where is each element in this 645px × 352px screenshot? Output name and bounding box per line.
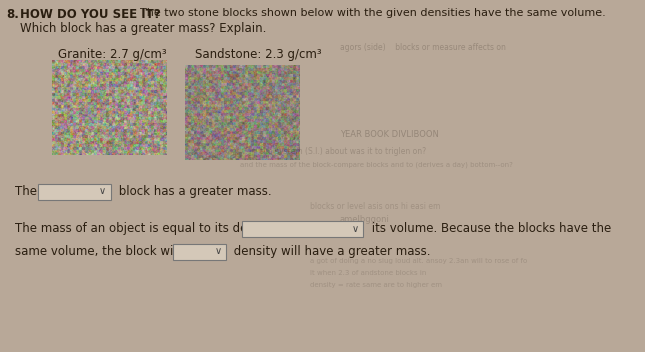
Text: YEAR BOOK DIVLIBOON: YEAR BOOK DIVLIBOON (340, 130, 439, 139)
Text: a got of doing a no slug loud alt. ansoy 2.3an will to rose of fo: a got of doing a no slug loud alt. ansoy… (310, 258, 527, 264)
Text: The mass of an object is equal to its density: The mass of an object is equal to its de… (15, 222, 280, 235)
Text: Granite: 2.7 g/cm³: Granite: 2.7 g/cm³ (58, 48, 166, 61)
Text: It when 2.3 of andstone blocks in: It when 2.3 of andstone blocks in (310, 270, 426, 276)
Text: 8.: 8. (6, 8, 19, 21)
Text: the system (S.I.) about was it to triglen on?: the system (S.I.) about was it to trigle… (260, 147, 426, 156)
Text: block has a greater mass.: block has a greater mass. (115, 185, 272, 198)
Text: amelbggoni: amelbggoni (340, 215, 390, 224)
Text: Sandstone: 2.3 g/cm³: Sandstone: 2.3 g/cm³ (195, 48, 322, 61)
Text: same volume, the block with the: same volume, the block with the (15, 245, 213, 258)
Text: agors (side)    blocks or measure affects on: agors (side) blocks or measure affects o… (340, 43, 506, 52)
FancyBboxPatch shape (37, 183, 110, 200)
Text: The: The (15, 185, 41, 198)
Text: density = rate same are to higher em: density = rate same are to higher em (310, 282, 442, 288)
Text: blocks or level asis ons hi easi em: blocks or level asis ons hi easi em (310, 202, 441, 211)
Text: HOW DO YOU SEE IT?: HOW DO YOU SEE IT? (20, 8, 161, 21)
FancyBboxPatch shape (173, 244, 226, 259)
Text: The two stone blocks shown below with the given densities have the same volume.: The two stone blocks shown below with th… (133, 8, 606, 18)
FancyBboxPatch shape (243, 220, 363, 237)
Text: density will have a greater mass.: density will have a greater mass. (230, 245, 431, 258)
Text: ∨: ∨ (352, 224, 359, 233)
Text: and the mass of the block-compare blocks and to (derives a day) bottom--on?: and the mass of the block-compare blocks… (240, 162, 513, 169)
Text: ∨: ∨ (214, 246, 221, 257)
Text: Which block has a greater mass? Explain.: Which block has a greater mass? Explain. (20, 22, 266, 35)
Text: its volume. Because the blocks have the: its volume. Because the blocks have the (368, 222, 611, 235)
Text: ∨: ∨ (99, 187, 106, 196)
